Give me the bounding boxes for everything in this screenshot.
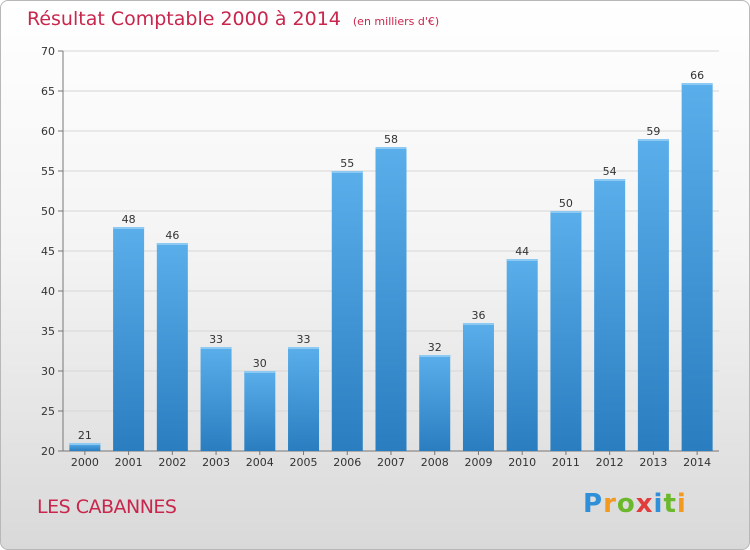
y-tick-label: 70: [41, 45, 55, 58]
bar-top-highlight: [113, 227, 145, 229]
bar-top-highlight: [550, 211, 582, 213]
value-label: 58: [384, 133, 398, 146]
logo-letter: o: [616, 489, 636, 519]
bar: [200, 347, 232, 451]
logo-letter: i: [653, 489, 664, 519]
y-tick-label: 35: [41, 325, 55, 338]
value-label: 30: [253, 357, 267, 370]
value-label: 36: [471, 309, 485, 322]
value-label: 48: [122, 213, 136, 226]
bar-top-highlight: [462, 323, 494, 325]
x-tick-label: 2000: [71, 456, 99, 469]
logo-letter: P: [583, 489, 604, 519]
value-label: 44: [515, 245, 529, 258]
y-tick-label: 65: [41, 85, 55, 98]
y-tick-label: 45: [41, 245, 55, 258]
x-tick-label: 2014: [683, 456, 711, 469]
y-tick-label: 30: [41, 365, 55, 378]
bar: [113, 227, 145, 451]
bar-top-highlight: [331, 171, 363, 173]
logo-letter: r: [603, 489, 617, 519]
bar: [637, 139, 669, 451]
bar: [462, 323, 494, 451]
x-tick-label: 2006: [333, 456, 361, 469]
chart-title-text: Résultat Comptable 2000 à 2014: [27, 8, 341, 30]
bars: [69, 83, 713, 451]
bar: [681, 83, 713, 451]
axes: 20 25 30 35 40 45 50 55 60 65 70 2000 2001 2002 2003 20…: [41, 45, 719, 469]
x-tick-label: 2002: [158, 456, 186, 469]
bar: [69, 443, 101, 451]
commune-name: LES CABANNES: [37, 496, 177, 518]
bar-top-highlight: [156, 243, 188, 245]
x-tick-label: 2003: [202, 456, 230, 469]
x-tick-label: 2010: [508, 456, 536, 469]
x-tick-label: 2011: [552, 456, 580, 469]
value-labels: 21 48 46 33 30 33 55 58 32 36 44 50 54 59 66: [78, 69, 704, 442]
bar-top-highlight: [288, 347, 320, 349]
x-tick-label: 2005: [290, 456, 318, 469]
bar-top-highlight: [419, 355, 451, 357]
bar-top-highlight: [637, 139, 669, 141]
bar-top-highlight: [506, 259, 538, 261]
logo-letter: i: [676, 489, 687, 519]
x-tick-label: 2009: [464, 456, 492, 469]
bar: [594, 179, 626, 451]
logo-letter: x: [635, 489, 654, 519]
value-label: 46: [165, 229, 179, 242]
y-tick-label: 40: [41, 285, 55, 298]
bar: [550, 211, 582, 451]
value-label: 59: [646, 125, 660, 138]
value-label: 50: [559, 197, 573, 210]
x-tick-label: 2004: [246, 456, 274, 469]
y-tick-label: 50: [41, 205, 55, 218]
x-tick-label: 2007: [377, 456, 405, 469]
value-label: 32: [428, 341, 442, 354]
value-label: 33: [297, 333, 311, 346]
y-tick-label: 25: [41, 405, 55, 418]
bar: [419, 355, 451, 451]
proxiti-logo: Proxiti: [583, 489, 687, 519]
x-tick-label: 2012: [596, 456, 624, 469]
x-tick-label: 2008: [421, 456, 449, 469]
y-tick-label: 55: [41, 165, 55, 178]
bar: [375, 147, 407, 451]
bar: [244, 371, 276, 451]
bar-top-highlight: [681, 83, 713, 85]
logo-letter: t: [663, 489, 677, 519]
bar: [331, 171, 363, 451]
x-tick-label: 2001: [115, 456, 143, 469]
value-label: 55: [340, 157, 354, 170]
chart-title: Résultat Comptable 2000 à 2014 (en millie…: [27, 8, 439, 30]
value-label: 33: [209, 333, 223, 346]
bar: [156, 243, 188, 451]
bar: [288, 347, 320, 451]
bar: [506, 259, 538, 451]
chart-unit-text: (en milliers d'€): [352, 15, 440, 28]
value-label: 66: [690, 69, 704, 82]
bar-top-highlight: [594, 179, 626, 181]
bar-top-highlight: [375, 147, 407, 149]
y-tick-label: 60: [41, 125, 55, 138]
value-label: 21: [78, 429, 92, 442]
value-label: 54: [603, 165, 617, 178]
y-tick-label: 20: [41, 445, 55, 458]
bar-top-highlight: [69, 443, 101, 445]
x-tick-label: 2013: [639, 456, 667, 469]
bar-top-highlight: [244, 371, 276, 373]
bar-top-highlight: [200, 347, 232, 349]
